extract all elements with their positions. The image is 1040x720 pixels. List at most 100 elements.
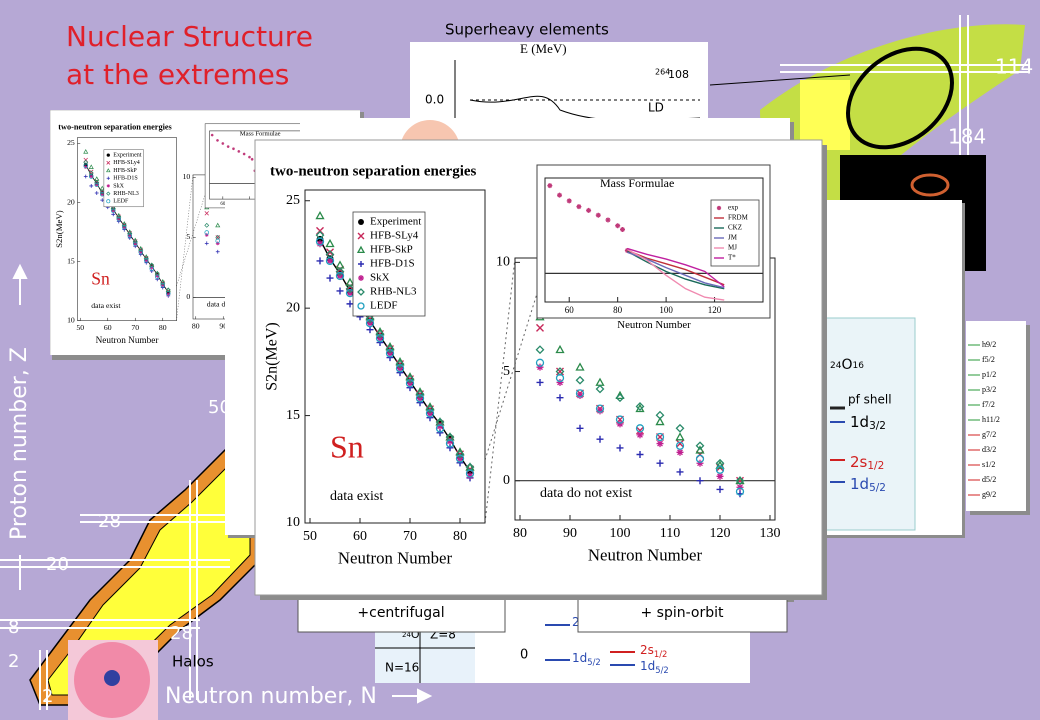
marker	[160, 282, 166, 288]
superheavy-mass: 264	[655, 68, 670, 77]
x-tick-label: 70	[131, 323, 139, 332]
chart: 50 60 70 80 10 15 20 25 two-neutron separation e…	[264, 163, 486, 567]
marker	[385, 349, 395, 358]
marker	[695, 445, 705, 454]
marker	[557, 192, 563, 198]
y-tick-label: 5	[186, 232, 190, 241]
marker	[536, 378, 544, 386]
y-tick-label: 15	[67, 256, 75, 265]
marker	[94, 179, 100, 185]
level-label: p3/2	[982, 385, 996, 394]
marker	[675, 441, 685, 450]
marker	[346, 300, 354, 308]
marker	[326, 257, 334, 265]
level-label: d5/2	[982, 475, 996, 484]
series-line	[627, 249, 725, 286]
marker	[596, 435, 604, 443]
x-tick-label: 90	[563, 526, 577, 541]
superheavy-z: 108	[668, 68, 689, 81]
annotation: Sn	[91, 269, 110, 289]
chart: 80 90 100 110 120 130 0 5 10 Neutron Number data d…	[496, 255, 781, 565]
marker	[556, 378, 564, 386]
legend-label: HFB-D1S	[370, 258, 415, 270]
image-ring	[910, 173, 950, 197]
level-label: 1d3/2	[850, 413, 886, 433]
z-magic: 8	[8, 617, 19, 638]
n-axis-label: Neutron number, N	[165, 684, 377, 709]
legend-marker	[106, 168, 111, 173]
level-label: 1d5/2	[640, 659, 669, 675]
marker	[696, 477, 704, 485]
y-tick-label: 10	[183, 172, 191, 181]
n-label: N=16	[385, 661, 419, 675]
marker	[616, 420, 624, 428]
mass: 24	[830, 361, 842, 371]
chart-title: Mass Formulae	[240, 131, 281, 138]
y-tick-label: 0	[503, 473, 510, 488]
marker	[466, 472, 474, 480]
level-sub: 5/2	[587, 657, 600, 667]
legend-label: CKZ	[728, 224, 742, 232]
marker	[615, 415, 625, 424]
marker	[237, 149, 241, 153]
marker	[215, 235, 220, 240]
x-tick-label: 80	[513, 526, 527, 541]
marker	[121, 225, 127, 230]
legend-label: MJ	[728, 244, 737, 252]
marker	[576, 204, 582, 210]
n: 16	[852, 361, 864, 371]
marker	[465, 469, 475, 478]
marker	[596, 407, 604, 415]
level-label: d3/2	[982, 445, 996, 454]
legend-label: exp	[728, 204, 739, 212]
marker	[547, 183, 553, 189]
z-magic: 2	[8, 651, 19, 672]
level-main: 1d	[850, 413, 869, 431]
superheavy-nuclei	[800, 80, 850, 150]
level-label: p1/2	[982, 370, 996, 379]
marker	[635, 424, 645, 433]
marker	[326, 274, 334, 282]
legend-marker	[358, 219, 364, 225]
marker	[138, 249, 144, 255]
marker	[325, 256, 335, 266]
marker	[204, 211, 209, 216]
marker	[365, 319, 375, 328]
y-tick-label: 0	[186, 292, 190, 301]
marker	[166, 292, 171, 297]
marker	[336, 287, 344, 295]
marker	[88, 174, 94, 179]
marker	[88, 164, 94, 169]
marker	[575, 362, 585, 371]
marker	[576, 392, 584, 400]
x-tick-label: 120	[708, 305, 722, 315]
marker	[204, 222, 210, 228]
marker	[204, 230, 210, 235]
marker	[210, 133, 214, 137]
legend-marker	[106, 153, 110, 157]
n-magic: 2	[42, 686, 53, 707]
level-label: f7/2	[982, 400, 995, 409]
x-tick-label: 90	[219, 321, 227, 330]
marker	[535, 358, 545, 367]
marker	[316, 257, 324, 265]
y-axis-label: S2n(MeV)	[54, 210, 64, 248]
marker	[242, 152, 246, 156]
marker	[215, 241, 220, 246]
marker	[116, 216, 122, 222]
x-axis-label: Neutron Number	[338, 548, 453, 567]
marker	[536, 323, 544, 332]
legend-label: HFB-D1S	[113, 176, 138, 182]
marker	[595, 404, 605, 413]
level-label: 2s1/2	[640, 643, 667, 659]
marker	[335, 267, 345, 277]
annotation: data do not exist	[540, 486, 632, 501]
marker	[315, 210, 325, 220]
marker	[695, 441, 705, 451]
axis-arrows	[12, 263, 433, 704]
legend-label: HFB-SLy4	[113, 160, 140, 166]
marker	[94, 182, 100, 188]
x-tick-label: 80	[453, 529, 467, 544]
annotation: data exist	[91, 301, 121, 310]
plot-frame	[77, 137, 177, 321]
